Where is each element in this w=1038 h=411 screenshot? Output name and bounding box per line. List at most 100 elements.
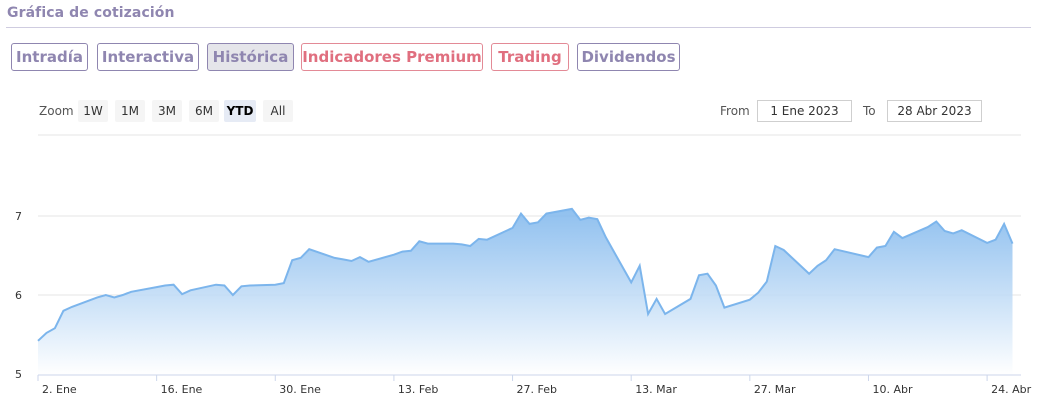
zoom-1w-button[interactable]: 1W [78,100,108,122]
tab-interactiva[interactable]: Interactiva [97,43,199,71]
price-point[interactable] [773,244,777,248]
zoom-6m-button[interactable]: 6M [189,100,219,122]
price-point[interactable] [663,312,667,316]
zoom-3m-button[interactable]: 3M [152,100,182,122]
price-point[interactable] [231,293,235,297]
price-point[interactable] [883,244,887,248]
price-point[interactable] [61,309,65,313]
price-point[interactable] [485,238,489,242]
price-point[interactable] [307,247,311,251]
price-point[interactable] [544,212,548,216]
price-point[interactable] [833,247,837,251]
price-point[interactable] [867,255,871,259]
zoom-ytd-button[interactable]: YTD [224,100,256,122]
zoom-all-button[interactable]: All [263,100,293,122]
price-point[interactable] [350,259,354,263]
price-point[interactable] [900,236,904,240]
price-point[interactable] [519,212,523,216]
price-point[interactable] [172,283,176,287]
tab-intradia[interactable]: Intradía [11,43,88,71]
price-point[interactable] [53,326,57,330]
price-point[interactable] [689,297,693,301]
price-point[interactable] [765,280,769,284]
price-point[interactable] [121,293,125,297]
price-point[interactable] [409,249,413,253]
price-point[interactable] [358,255,362,259]
price-point[interactable] [468,244,472,248]
price-point[interactable] [104,293,108,297]
price-point[interactable] [595,217,599,221]
price-point[interactable] [214,283,218,287]
price-point[interactable] [239,284,243,288]
tab-trading[interactable]: Trading [491,43,569,71]
price-point[interactable] [587,216,591,220]
price-point[interactable] [333,256,337,260]
price-point[interactable] [129,290,133,294]
price-point[interactable] [95,295,99,299]
price-point[interactable] [892,230,896,234]
price-point[interactable] [875,246,879,250]
price-point[interactable] [511,226,515,230]
price-point[interactable] [807,272,811,276]
price-point[interactable] [367,260,371,264]
tab-indicadores-premium[interactable]: Indicadores Premium [301,43,483,71]
price-point[interactable] [629,280,633,284]
price-point[interactable] [604,235,608,239]
price-point[interactable] [451,242,455,246]
price-point[interactable] [155,285,159,289]
price-point[interactable] [824,258,828,262]
price-point[interactable] [299,256,303,260]
price-point[interactable] [460,242,464,246]
price-point[interactable] [163,284,167,288]
price-point[interactable] [392,253,396,257]
tab-historica[interactable]: Histórica [207,43,294,71]
x-tick-label: 27. Feb [517,383,557,396]
price-point[interactable] [960,228,964,232]
price-point[interactable] [417,239,421,243]
price-point[interactable] [45,331,49,335]
price-point[interactable] [536,220,540,224]
price-point[interactable] [222,284,226,288]
price-point[interactable] [714,284,718,288]
price-point[interactable] [706,272,710,276]
x-tick-label: 27. Mar [754,383,796,396]
price-point[interactable] [189,288,193,292]
price-point[interactable] [426,242,430,246]
price-point[interactable] [816,264,820,268]
from-date-input[interactable]: 1 Ene 2023 [757,100,852,122]
price-point[interactable] [477,237,481,241]
price-point[interactable] [248,284,252,288]
price-point[interactable] [290,258,294,262]
price-point[interactable] [646,312,650,316]
price-point[interactable] [951,231,955,235]
price-point[interactable] [341,257,345,261]
price-point[interactable] [655,297,659,301]
price-point[interactable] [36,339,40,343]
price-point[interactable] [273,283,277,287]
price-point[interactable] [528,222,532,226]
tab-dividendos[interactable]: Dividendos [577,43,680,71]
price-point[interactable] [926,225,930,229]
price-point[interactable] [722,306,726,310]
zoom-1m-button[interactable]: 1M [115,100,145,122]
price-point[interactable] [282,281,286,285]
price-point[interactable] [180,292,184,296]
price-point[interactable] [112,295,116,299]
price-point[interactable] [943,229,947,233]
price-point[interactable] [70,305,74,309]
price-point[interactable] [1002,222,1006,226]
price-point[interactable] [934,220,938,224]
price-point[interactable] [570,207,574,211]
price-point[interactable] [748,298,752,302]
price-point[interactable] [578,218,582,222]
price-point[interactable] [756,291,760,295]
price-point[interactable] [697,273,701,277]
price-point[interactable] [400,250,404,254]
price-point[interactable] [994,238,998,242]
price-point[interactable] [782,248,786,252]
price-point[interactable] [985,241,989,245]
price-point[interactable] [638,264,642,268]
price-point[interactable] [1011,242,1015,246]
to-date-input[interactable]: 28 Abr 2023 [887,100,982,122]
